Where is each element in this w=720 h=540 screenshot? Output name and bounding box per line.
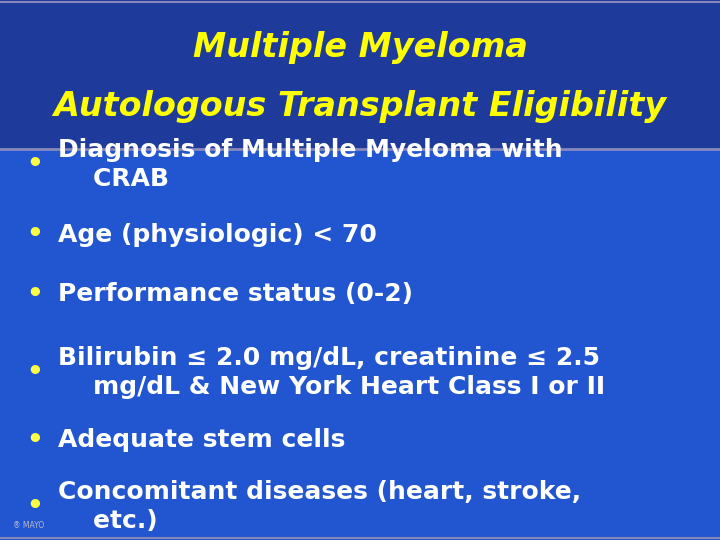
Text: •: • [25, 149, 44, 180]
Text: •: • [25, 219, 44, 251]
Text: •: • [25, 424, 44, 456]
Text: Concomitant diseases (heart, stroke,
    etc.): Concomitant diseases (heart, stroke, etc… [58, 480, 581, 533]
Text: Adequate stem cells: Adequate stem cells [58, 428, 345, 452]
Text: Performance status (0-2): Performance status (0-2) [58, 282, 413, 306]
FancyBboxPatch shape [0, 0, 720, 148]
Text: Age (physiologic) < 70: Age (physiologic) < 70 [58, 223, 377, 247]
Text: Multiple Myeloma: Multiple Myeloma [192, 31, 528, 64]
Text: Autologous Transplant Eligibility: Autologous Transplant Eligibility [53, 90, 667, 123]
Text: Bilirubin ≤ 2.0 mg/dL, creatinine ≤ 2.5
    mg/dL & New York Heart Class I or II: Bilirubin ≤ 2.0 mg/dL, creatinine ≤ 2.5 … [58, 346, 605, 399]
Text: •: • [25, 279, 44, 310]
Text: ® MAYO: ® MAYO [13, 521, 44, 530]
Text: •: • [25, 491, 44, 522]
Text: •: • [25, 357, 44, 388]
Text: Diagnosis of Multiple Myeloma with
    CRAB: Diagnosis of Multiple Myeloma with CRAB [58, 138, 562, 191]
